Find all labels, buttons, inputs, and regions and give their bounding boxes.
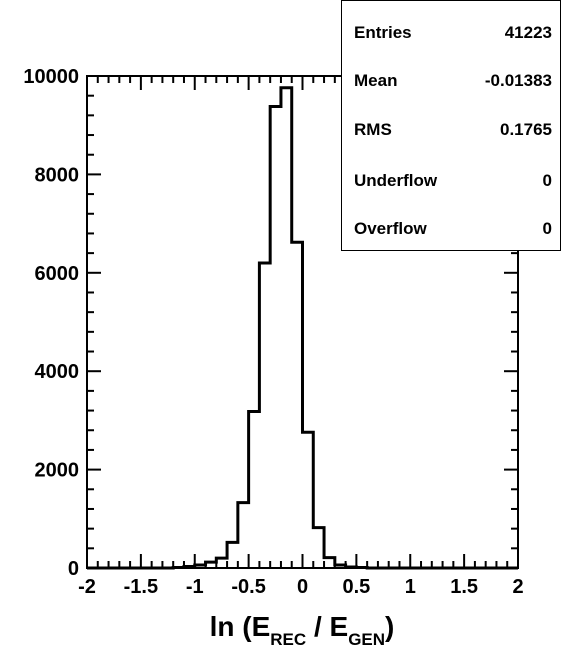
y-tick-label: 8000 xyxy=(35,164,80,186)
stat-name: Overflow xyxy=(354,219,427,239)
x-tick-label: -1.5 xyxy=(124,576,158,598)
stat-name: Entries xyxy=(354,23,412,43)
x-tick-labels: -2 -1.5 -1 -0.5 0 0.5 1 1.5 2 xyxy=(78,576,523,598)
stat-value: 0 xyxy=(543,219,552,239)
stat-row-overflow: Overflow 0 xyxy=(342,219,560,249)
stat-name: Mean xyxy=(354,71,397,91)
stat-value: 0.1765 xyxy=(500,120,552,140)
x-tick-label: 1 xyxy=(405,576,416,598)
stat-value: -0.01383 xyxy=(485,71,552,91)
stat-row-underflow: Underflow 0 xyxy=(342,171,560,201)
stat-row-entries: Entries 41223 xyxy=(342,23,560,53)
x-tick-label: 2 xyxy=(512,576,523,598)
x-tick-label: -0.5 xyxy=(231,576,265,598)
stats-box: Entries 41223 Mean -0.01383 RMS 0.1765 U… xyxy=(341,0,561,251)
x-axis-title: ln (EREC / EGEN) xyxy=(210,611,395,649)
x-tick-label: 0.5 xyxy=(342,576,370,598)
stat-value: 0 xyxy=(543,171,552,191)
stat-row-rms: RMS 0.1765 xyxy=(342,120,560,150)
y-tick-label: 6000 xyxy=(35,263,80,285)
stat-name: RMS xyxy=(354,120,392,140)
y-tick-label: 0 xyxy=(68,558,79,580)
x-tick-label: 1.5 xyxy=(450,576,478,598)
x-tick-label: -1 xyxy=(186,576,204,598)
stat-value: 41223 xyxy=(505,23,552,43)
stat-name: Underflow xyxy=(354,171,437,191)
y-tick-label: 2000 xyxy=(35,460,80,482)
stat-row-mean: Mean -0.01383 xyxy=(342,71,560,101)
y-tick-label: 4000 xyxy=(35,361,80,383)
x-tick-label: -2 xyxy=(78,576,96,598)
x-tick-label: 0 xyxy=(297,576,308,598)
y-tick-label: 10000 xyxy=(23,66,79,88)
y-tick-labels: 0 2000 4000 6000 8000 10000 xyxy=(23,66,79,580)
